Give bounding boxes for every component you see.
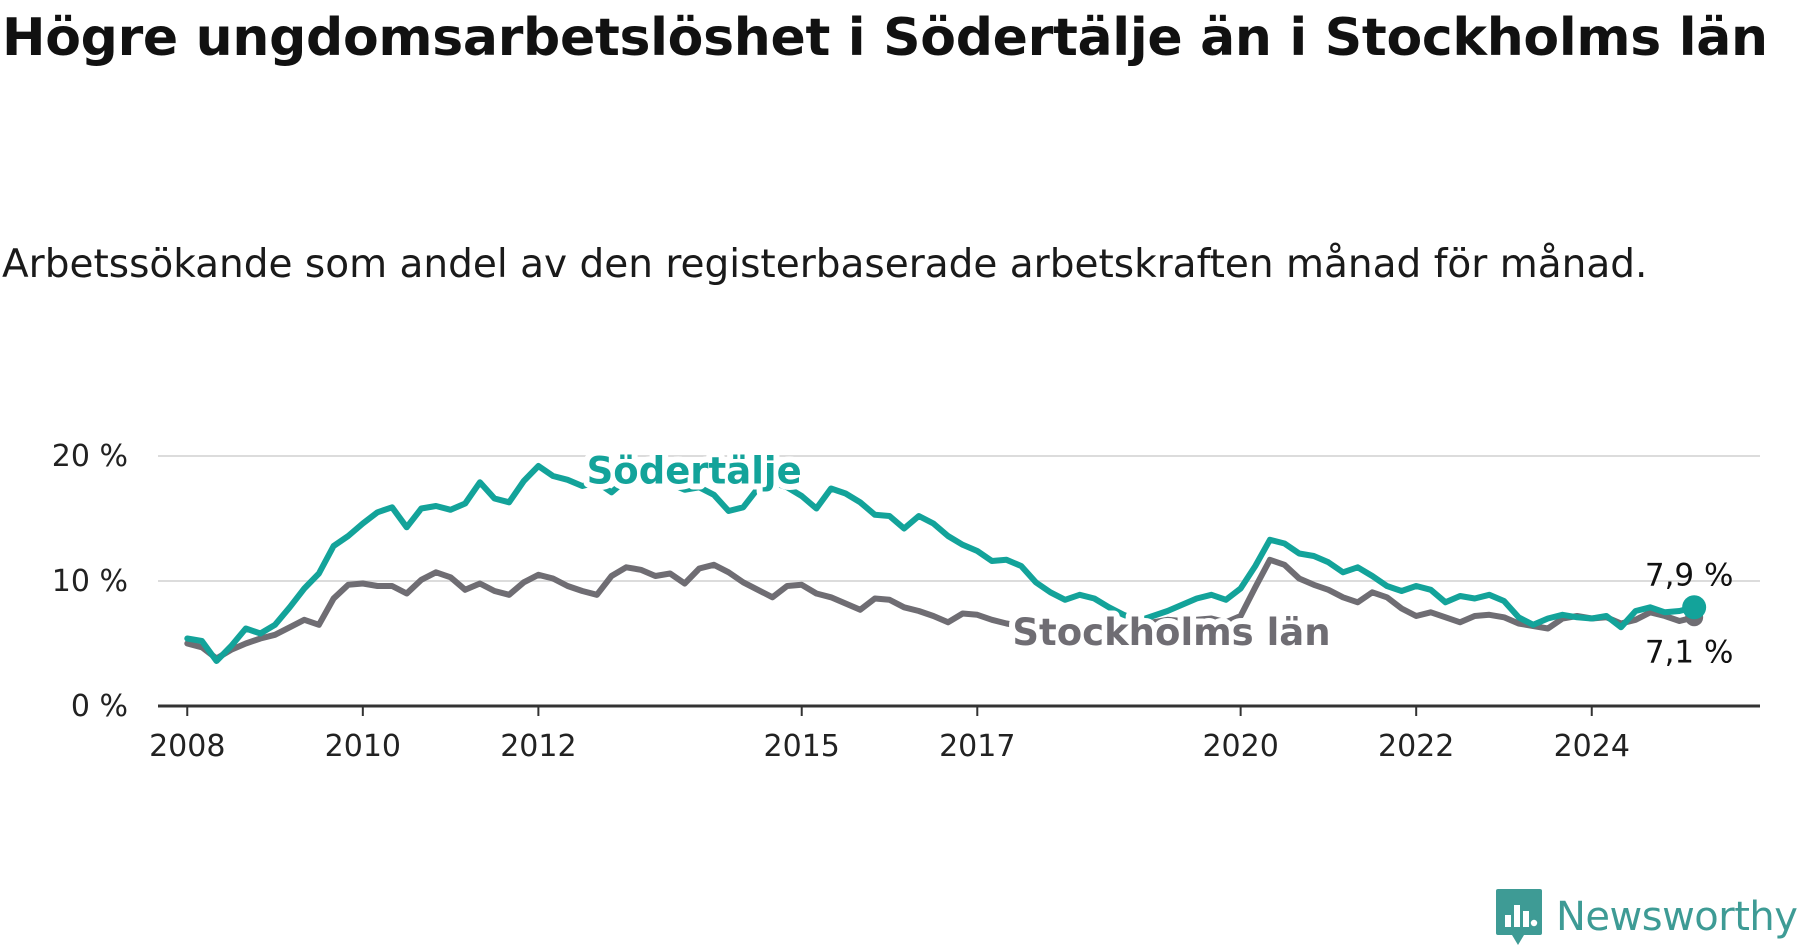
series-labels: Södertälje Stockholms län 7,9 % 7,1 % (581, 444, 1734, 671)
newsworthy-logo-icon (1496, 889, 1542, 945)
series-line-stockholms-lan (184, 556, 1698, 662)
x-tick-label: 2012 (500, 729, 576, 764)
end-value-label-stockholms-lan: 7,1 % (1645, 634, 1734, 670)
series-label-sodertalje: Södertälje (587, 450, 802, 493)
series-line-sodertalje (184, 463, 1698, 664)
page-title: Högre ungdomsarbetslöshet i Södertälje ä… (2, 8, 1768, 68)
x-tick-label: 2022 (1378, 729, 1454, 764)
series-label-stockholms-lan: Stockholms län (1012, 611, 1330, 654)
x-tick-label: 2015 (764, 729, 840, 764)
x-tick-label: 2017 (939, 729, 1015, 764)
y-axis-tick-labels: 0 % 10 % 20 % (52, 439, 128, 724)
series-lines (184, 463, 1707, 664)
brand-name: Newsworthy (1556, 894, 1798, 940)
y-tick-label: 0 % (71, 689, 128, 724)
x-tick-label: 2010 (325, 729, 401, 764)
x-axis: 2008 2010 2012 2015 2017 2020 2022 2024 (149, 704, 1760, 764)
end-marker-sodertalje (1682, 595, 1707, 620)
end-value-label-sodertalje: 7,9 % (1645, 557, 1734, 593)
y-tick-label: 20 % (52, 439, 128, 474)
brand: Newsworthy (1494, 882, 1798, 952)
x-tick-label: 2024 (1554, 729, 1630, 764)
x-tick-label: 2008 (149, 729, 225, 764)
y-tick-label: 10 % (52, 564, 128, 599)
x-tick-label: 2020 (1202, 729, 1278, 764)
page-subtitle: Arbetssökande som andel av den registerb… (2, 242, 1648, 287)
